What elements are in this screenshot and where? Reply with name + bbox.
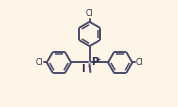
Text: I: I (82, 64, 85, 74)
Text: +: + (95, 57, 101, 63)
Text: P: P (91, 57, 99, 67)
Text: ⁻: ⁻ (87, 64, 91, 73)
Text: Cl: Cl (135, 58, 143, 67)
Text: Cl: Cl (36, 58, 44, 67)
Text: Cl: Cl (86, 9, 93, 18)
